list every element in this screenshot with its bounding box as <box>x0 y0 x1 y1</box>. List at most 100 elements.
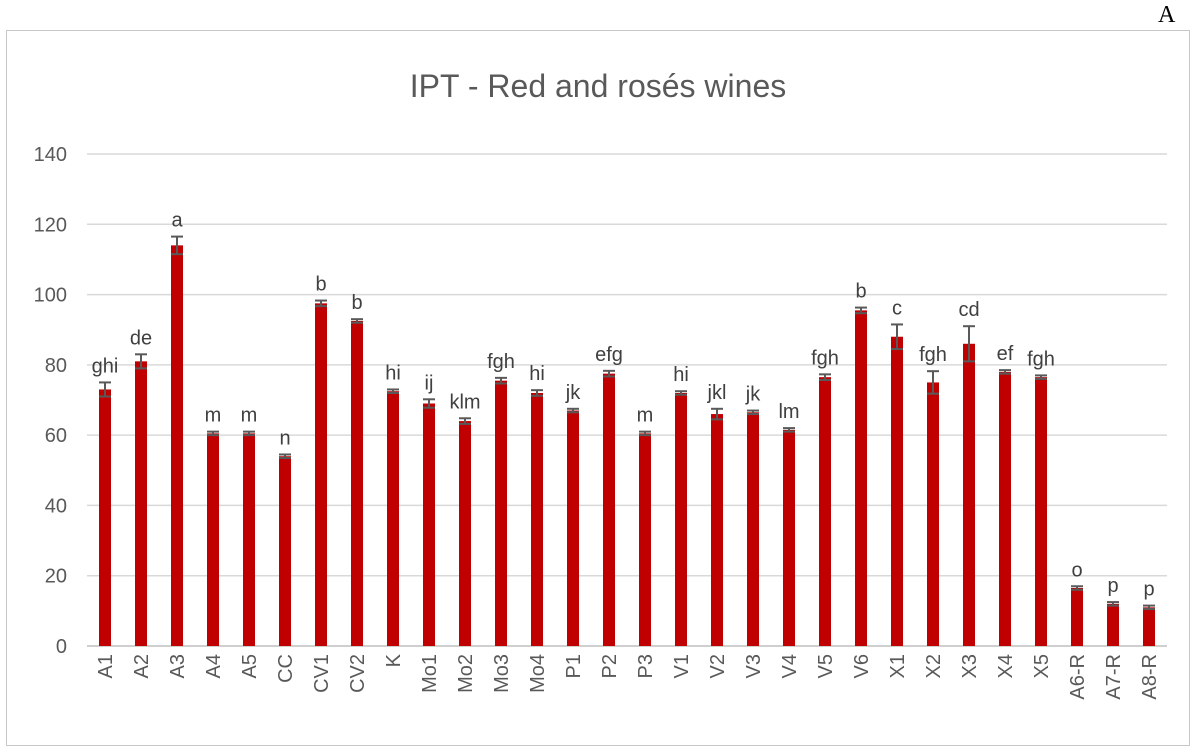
x-tick-label-A3: A3 <box>167 654 189 678</box>
x-tick-label-V5: V5 <box>815 654 837 678</box>
significance-letter-X3: cd <box>958 299 979 321</box>
bar-A3 <box>171 245 183 646</box>
significance-letter-Mo2: klm <box>449 391 480 413</box>
significance-letter-V3: jk <box>745 384 761 406</box>
y-tick-label: 100 <box>34 285 67 307</box>
x-tick-label-CV1: CV1 <box>311 654 333 693</box>
bar-A7-R <box>1107 603 1119 646</box>
y-axis-tick-labels: 0 20 40 60 80 100 120 140 <box>34 144 67 658</box>
panel-label: A <box>1158 2 1176 28</box>
x-tick-label-A6-R: A6-R <box>1067 654 1089 700</box>
bar-P1 <box>567 410 579 646</box>
significance-letter-A6-R: o <box>1071 559 1082 581</box>
x-tick-label-Mo3: Mo3 <box>491 654 513 693</box>
x-tick-label-CV2: CV2 <box>347 654 369 693</box>
x-tick-label-CC: CC <box>275 654 297 683</box>
bar-X4 <box>999 371 1011 646</box>
significance-letter-A4: m <box>205 405 222 427</box>
significance-letter-X5: fgh <box>1027 348 1055 370</box>
gridlines <box>87 153 1167 647</box>
x-tick-label-X2: X2 <box>923 654 945 678</box>
bar-V1 <box>675 392 687 646</box>
bar-X3 <box>963 343 975 646</box>
x-tick-label-V4: V4 <box>779 654 801 678</box>
bars <box>99 245 1155 646</box>
significance-letter-P1: jk <box>565 382 581 404</box>
significance-letter-Mo1: ij <box>425 372 434 394</box>
bar-A1 <box>99 389 111 646</box>
bar-V2 <box>711 414 723 646</box>
chart-title: IPT - Red and rosés wines <box>410 68 786 104</box>
bar-Mo4 <box>531 392 543 646</box>
bar-CC <box>279 456 291 646</box>
bar-CV2 <box>351 320 363 646</box>
significance-letter-V5: fgh <box>811 347 839 369</box>
x-tick-label-Mo2: Mo2 <box>455 654 477 693</box>
x-tick-label-V2: V2 <box>707 654 729 678</box>
x-tick-label-A7-R: A7-R <box>1103 654 1125 700</box>
significance-letter-V6: b <box>855 281 866 303</box>
significance-letter-A1: ghi <box>92 355 119 377</box>
significance-letter-X4: ef <box>997 343 1014 365</box>
x-tick-label-A8-R: A8-R <box>1139 654 1161 700</box>
significance-letter-A7-R: p <box>1107 575 1118 597</box>
significance-letter-A3: a <box>171 210 183 232</box>
y-tick-label: 0 <box>56 636 67 658</box>
bar-K <box>387 391 399 646</box>
significance-letter-A8-R: p <box>1143 579 1154 601</box>
x-axis-tick-labels: A1 A2 A3 A4 A5 CC CV1 CV2 K Mo1 Mo2 Mo3 Mo4 P1 P2 P3 V1 V… <box>95 653 1161 699</box>
significance-letter-X2: fgh <box>919 344 947 366</box>
bar-X2 <box>927 382 939 646</box>
x-tick-label-P3: P3 <box>635 654 657 678</box>
bar-A8-R <box>1143 607 1155 646</box>
bar-P3 <box>639 433 651 646</box>
x-tick-label-A4: A4 <box>203 654 225 678</box>
x-tick-label-A2: A2 <box>131 654 153 678</box>
significance-letter-V2: jkl <box>707 382 727 404</box>
x-tick-label-X5: X5 <box>1031 654 1053 678</box>
chart-frame: IPT - Red and rosés wines 0 20 40 60 80 100 12… <box>6 30 1190 746</box>
y-tick-label: 60 <box>45 425 67 447</box>
bar-chart: IPT - Red and rosés wines 0 20 40 60 80 100 12… <box>34 68 1167 700</box>
x-tick-label-Mo1: Mo1 <box>419 654 441 693</box>
y-tick-label: 120 <box>34 214 67 236</box>
significance-letter-A5: m <box>241 405 258 427</box>
y-tick-label: 40 <box>45 495 67 517</box>
x-tick-label-X1: X1 <box>887 654 909 678</box>
y-tick-label: 80 <box>45 355 67 377</box>
bar-X1 <box>891 336 903 646</box>
x-tick-label-A1: A1 <box>95 654 117 678</box>
bar-A6-R <box>1071 588 1083 646</box>
bar-CV1 <box>315 303 327 646</box>
x-tick-label-K: K <box>383 653 405 667</box>
x-tick-label-X4: X4 <box>995 654 1017 678</box>
significance-letter-CV1: b <box>315 274 326 296</box>
bar-V4 <box>783 429 795 646</box>
x-tick-label-V1: V1 <box>671 654 693 678</box>
bar-Mo3 <box>495 380 507 646</box>
bar-X5 <box>1035 377 1047 646</box>
bar-Mo2 <box>459 421 471 646</box>
y-tick-label: 140 <box>34 144 67 166</box>
x-tick-label-V3: V3 <box>743 654 765 678</box>
bar-V3 <box>747 412 759 646</box>
bar-A5 <box>243 433 255 646</box>
y-tick-label: 20 <box>45 566 67 588</box>
significance-letter-P3: m <box>637 405 654 427</box>
bar-P2 <box>603 373 615 646</box>
x-tick-label-P1: P1 <box>563 654 585 678</box>
significance-letter-X1: c <box>892 297 902 319</box>
x-tick-label-A5: A5 <box>239 654 261 678</box>
bar-Mo1 <box>423 403 435 646</box>
x-tick-label-V6: V6 <box>851 654 873 678</box>
bar-A4 <box>207 433 219 646</box>
bar-V6 <box>855 310 867 646</box>
significance-letter-V4: lm <box>778 401 799 423</box>
significance-letter-K: hi <box>385 362 401 384</box>
bar-V5 <box>819 377 831 646</box>
significance-letter-V1: hi <box>673 364 689 386</box>
significance-letter-P2: efg <box>595 344 623 366</box>
significance-letter-A2: de <box>130 327 152 349</box>
x-tick-label-X3: X3 <box>959 654 981 678</box>
